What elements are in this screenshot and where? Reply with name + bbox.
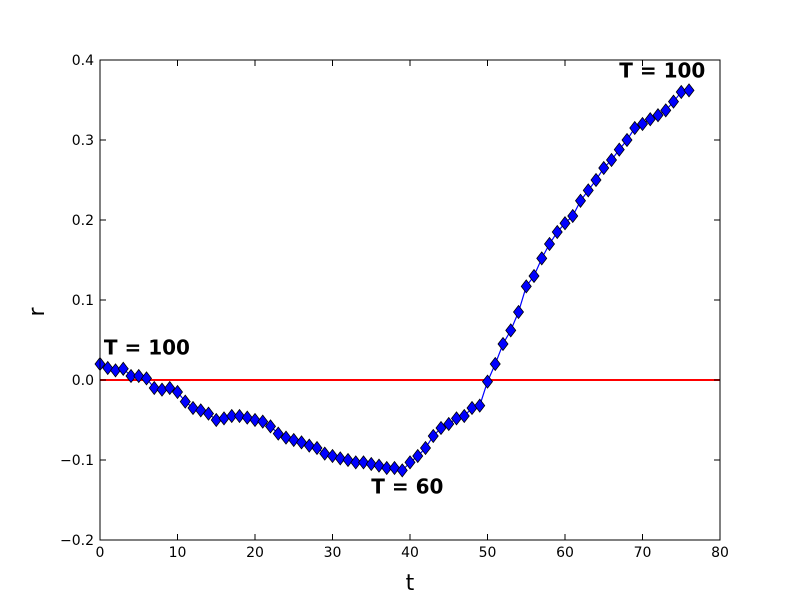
y-tick-label: −0.1: [60, 453, 94, 469]
x-tick-label: 0: [96, 545, 105, 561]
data-point: [187, 400, 199, 416]
data-point: [512, 304, 525, 320]
y-tick-label: 0.2: [72, 213, 94, 229]
data-point: [140, 371, 153, 386]
data-point: [148, 380, 160, 396]
data-point: [660, 103, 672, 118]
data-point: [342, 452, 354, 468]
annotation-label: T = 60: [371, 475, 443, 499]
data-point: [582, 183, 594, 198]
x-tick-label: 30: [324, 545, 342, 561]
data-point: [489, 356, 501, 372]
y-tick-label: 0.1: [72, 293, 94, 309]
data-point: [326, 448, 339, 464]
data-point: [567, 208, 579, 224]
data-point: [303, 438, 315, 453]
data-point: [536, 251, 548, 266]
data-point: [598, 160, 610, 176]
data-point: [520, 279, 532, 294]
data-point: [171, 384, 184, 400]
data-point: [621, 132, 633, 148]
data-point: [551, 224, 563, 240]
y-tick-label: 0.0: [72, 373, 94, 389]
y-axis-label: r: [25, 307, 50, 317]
data-point: [505, 323, 517, 338]
data-point: [311, 440, 323, 456]
data-point: [559, 216, 571, 231]
data-point: [241, 410, 253, 425]
data-point: [629, 120, 641, 136]
data-point: [288, 432, 300, 448]
data-point: [543, 236, 556, 252]
x-axis-label: t: [406, 571, 415, 596]
data-point: [334, 451, 346, 466]
data-point: [388, 460, 401, 476]
data-point: [481, 374, 494, 389]
data-point: [528, 268, 540, 284]
data-point: [667, 94, 680, 109]
y-tick-label: 0.3: [72, 133, 94, 149]
annotation-label: T = 100: [619, 59, 705, 83]
x-tick-label: 10: [169, 545, 187, 561]
data-point: [264, 419, 277, 434]
annotation-label: T = 100: [104, 335, 190, 359]
data-point: [280, 430, 292, 445]
x-tick-label: 20: [246, 545, 264, 561]
data-point: [474, 398, 486, 413]
data-point: [412, 448, 424, 464]
data-point: [404, 455, 416, 470]
data-point: [202, 406, 215, 421]
data-point: [497, 336, 509, 352]
data-point: [133, 368, 145, 384]
data-point: [117, 361, 129, 376]
data-point: [419, 440, 432, 456]
data-point: [636, 116, 649, 132]
data-point: [574, 193, 587, 208]
data-point: [257, 414, 269, 429]
y-tick-label: 0.4: [72, 53, 94, 69]
x-tick-label: 80: [711, 545, 729, 561]
data-point: [272, 426, 284, 441]
data-point: [652, 108, 664, 123]
plot-area: 0 10 20 30 40 50 60 70 80 −0.2 −0.1 0.0 0.1 0.2 0.3 0.4…: [60, 53, 729, 561]
data-point: [373, 458, 385, 473]
x-tick-label: 50: [479, 545, 497, 561]
data-point: [125, 368, 137, 384]
x-tick-label: 70: [634, 545, 652, 561]
data-point: [233, 408, 246, 424]
data-point: [590, 172, 602, 188]
data-point: [357, 455, 370, 470]
data-point: [350, 455, 362, 470]
x-tick-label: 60: [556, 545, 574, 561]
data-point: [683, 83, 695, 98]
data-point: [381, 460, 393, 476]
y-tick-label: −0.2: [60, 533, 94, 549]
data-point: [613, 142, 625, 157]
data-point: [249, 412, 261, 428]
data-point: [179, 394, 191, 409]
data-point: [435, 420, 447, 436]
data-point: [319, 446, 331, 461]
data-point: [605, 152, 618, 168]
data-point: [458, 408, 470, 424]
data-point: [443, 416, 455, 432]
data-point: [226, 408, 238, 424]
x-tick-label: 40: [401, 545, 419, 561]
data-point: [396, 463, 408, 478]
data-point: [365, 456, 377, 472]
data-point: [644, 112, 656, 127]
data-point: [427, 428, 439, 444]
data-point: [102, 360, 114, 376]
data-point: [164, 380, 176, 396]
